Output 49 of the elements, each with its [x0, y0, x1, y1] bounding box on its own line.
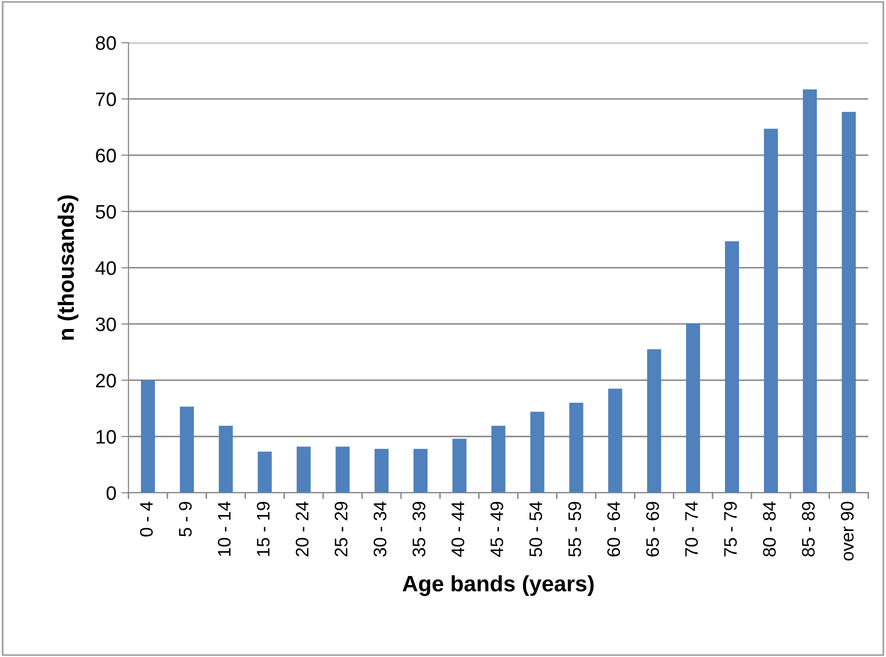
bar [180, 406, 194, 493]
x-tick-label: 70 - 74 [685, 502, 698, 556]
y-tick-label: 80 [96, 36, 116, 50]
bar [413, 448, 428, 493]
bar [336, 446, 350, 493]
bar [296, 446, 311, 493]
x-tick-label: 0 - 4 [140, 502, 153, 537]
y-tick-label: 0 [106, 486, 116, 500]
x-tick-label: over 90 [840, 502, 854, 561]
y-tick-label: 20 [96, 374, 116, 388]
x-tick-label: 5 - 9 [178, 502, 192, 536]
bar [218, 426, 233, 493]
bar [608, 388, 622, 493]
bar [530, 412, 544, 493]
x-tick-label: 15 - 19 [256, 502, 270, 556]
y-axis-title: n (thousands) [58, 195, 78, 340]
bar [569, 402, 584, 493]
bar [647, 349, 662, 493]
bar [764, 128, 778, 493]
bar [374, 448, 389, 493]
x-tick-label: 25 - 29 [334, 502, 348, 556]
y-tick-label: 50 [96, 204, 116, 219]
bar [724, 241, 740, 493]
x-tick-label: 30 - 34 [374, 502, 386, 557]
x-tick-label: 40 - 44 [452, 502, 464, 557]
x-tick-label: 75 - 79 [724, 502, 737, 556]
bar [491, 426, 506, 493]
x-tick-label: 55 - 59 [568, 502, 582, 557]
x-tick-label: 80 - 84 [763, 502, 776, 557]
x-tick-label: 20 - 24 [296, 502, 309, 556]
x-axis-title: Age bands (years) [402, 575, 594, 596]
y-tick-label: 30 [96, 317, 116, 332]
x-tick-label: 35 - 39 [412, 502, 426, 557]
y-tick-label: 10 [96, 430, 116, 444]
y-tick-label: 60 [96, 148, 116, 162]
x-tick-label: 45 - 49 [490, 502, 504, 557]
bar [802, 89, 817, 493]
bar [686, 323, 700, 493]
x-tick-label: 85 - 89 [802, 502, 815, 557]
x-tick-label: 65 - 69 [646, 502, 659, 556]
y-tick-label: 40 [95, 261, 116, 275]
x-tick-label: 50 - 54 [529, 502, 542, 557]
x-tick-label: 10 - 14 [218, 502, 231, 556]
bar [258, 452, 272, 493]
x-tick-label: 60 - 64 [607, 502, 620, 556]
bar [452, 438, 466, 493]
bar [842, 112, 856, 493]
bar [140, 380, 155, 493]
y-tick-label: 70 [96, 92, 116, 106]
